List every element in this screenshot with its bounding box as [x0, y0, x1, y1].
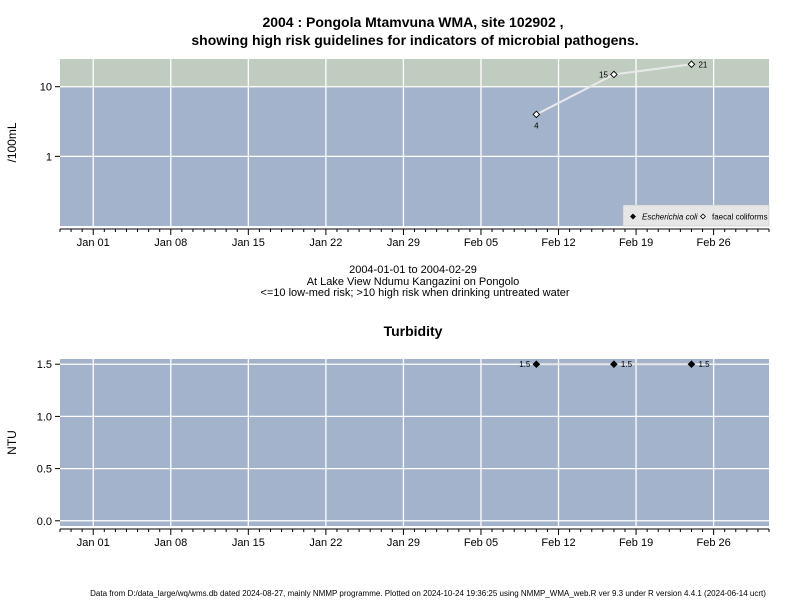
x-tick-label: Feb 05 — [464, 537, 498, 549]
x-tick-label: Feb 19 — [619, 237, 653, 249]
x-tick-label: Jan 08 — [154, 237, 187, 249]
legend-label: Escherichia coli — [642, 213, 698, 222]
data-label: 1.5 — [621, 360, 633, 369]
legend-marker — [700, 213, 706, 220]
x-tick-label: Feb 12 — [541, 537, 575, 549]
y-axis-label: /100mL — [5, 122, 19, 162]
chart-title-line1: 2004 : Pongola Mtamvuna WMA, site 102902… — [262, 14, 563, 30]
y-tick-label: 0.5 — [37, 464, 52, 476]
x-tick-label: Jan 29 — [387, 537, 420, 549]
x-tick-label: Jan 22 — [309, 537, 342, 549]
data-label: 1.5 — [698, 360, 710, 369]
chart-title-line2: showing high risk guidelines for indicat… — [191, 32, 638, 48]
data-label: 1.5 — [519, 360, 531, 369]
y-tick-label: 1.0 — [37, 411, 52, 423]
x-tick-label: Feb 26 — [696, 537, 730, 549]
turbidity-panel: Jan 01 Jan 08 Jan 15 Jan 22 Jan 29 Feb 05 Feb … — [5, 359, 770, 549]
data-label: 4 — [534, 121, 539, 130]
x-tick-label: Jan 15 — [232, 537, 265, 549]
site-location-text: At Lake View Ndumu Kangazini on Pongolo — [307, 276, 520, 288]
turbidity-title: Turbidity — [384, 323, 443, 339]
x-tick-label: Feb 12 — [541, 237, 575, 249]
data-point — [610, 70, 618, 79]
x-tick-label: Jan 01 — [77, 237, 110, 249]
data-label: 21 — [698, 60, 707, 69]
data-point — [610, 360, 618, 369]
x-tick-label: Jan 01 — [77, 537, 110, 549]
legend-marker — [630, 213, 636, 220]
data-source-footer: Data from D:/data_large/wq/wms.db dated … — [90, 589, 766, 598]
data-label: 15 — [599, 70, 608, 79]
y-tick-label: 1.5 — [37, 359, 52, 371]
x-tick-label: Feb 26 — [696, 237, 730, 249]
microbial-panel: Jan 01 Jan 08 Jan 15 Jan 22 Jan 29 Feb 05 Feb … — [5, 59, 770, 249]
y-axis-label: NTU — [5, 430, 19, 455]
x-tick-label: Jan 22 — [309, 237, 342, 249]
x-tick-label: Feb 05 — [464, 237, 498, 249]
risk-guideline-text: <=10 low-med risk; >10 high risk when dr… — [260, 287, 569, 299]
data-point — [687, 60, 696, 69]
x-tick-label: Jan 15 — [232, 237, 265, 249]
plot-background — [60, 359, 769, 526]
y-tick-label: 0.0 — [37, 516, 52, 528]
x-tick-label: Feb 19 — [619, 537, 653, 549]
x-tick-label: Jan 08 — [154, 537, 187, 549]
y-tick-label: 10 — [40, 82, 52, 94]
x-tick-label: Jan 29 — [387, 237, 420, 249]
data-point — [532, 110, 541, 119]
data-point — [687, 360, 696, 369]
date-range-text: 2004-01-01 to 2004-02-29 — [349, 264, 477, 276]
legend-box — [622, 204, 770, 227]
high-risk-band — [60, 59, 769, 87]
data-point — [532, 360, 541, 369]
legend-label: faecal coliforms — [712, 213, 768, 222]
y-tick-label: 1 — [46, 151, 52, 163]
